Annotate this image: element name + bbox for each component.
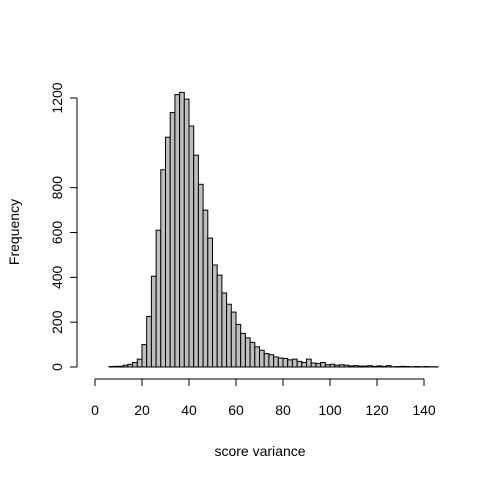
bar [244,337,251,368]
bar [226,303,232,368]
x-axis-label: score variance [214,443,305,459]
bar [362,365,369,368]
x-tick-label: 100 [318,402,342,418]
bar [310,362,317,368]
bar [348,365,354,368]
bar [207,237,214,368]
y-tick-label: 1200 [49,82,65,113]
bar [240,332,246,368]
bar [306,358,312,368]
x-tick-label: 120 [365,402,389,418]
bar [183,98,190,368]
y-tick-label: 400 [49,265,65,289]
bar [160,169,167,368]
bar [174,94,181,368]
bar [132,362,138,368]
bar [146,316,152,368]
bar [400,365,406,368]
bar [329,363,336,368]
bar [197,183,204,368]
x-tick-label: 80 [275,402,291,418]
bar [343,364,350,368]
x-tick-label: 60 [228,402,244,418]
bar [367,365,373,368]
bar [141,344,148,368]
bar [235,323,242,368]
bar [249,341,256,368]
bar [254,346,261,368]
bar [324,364,331,368]
bar [259,349,265,368]
bar [268,354,275,368]
bar [221,292,228,368]
bar [118,365,124,368]
x-tick-label: 20 [134,402,150,418]
bar [212,264,218,368]
bar [301,362,307,368]
bar [320,362,326,368]
y-tick-label: 600 [49,221,65,245]
bar [136,358,143,368]
y-tick-label: 800 [49,176,65,200]
bar [273,356,279,368]
bar [277,357,284,368]
x-tick-label: 40 [181,402,197,418]
bar [376,365,383,368]
bar [179,91,185,368]
bar [315,363,322,368]
x-tick-label: 0 [91,402,99,418]
x-tick-label: 140 [412,402,436,418]
bar [127,363,134,368]
bar [165,136,171,368]
y-axis-label: Frequency [6,199,22,265]
y-tick-label: 0 [49,363,65,371]
bar [193,154,199,368]
bar [334,364,340,368]
bar [371,365,378,368]
bar [338,364,345,368]
bar [230,311,237,368]
bar [150,275,157,368]
bar [296,360,303,368]
bar [188,125,195,368]
bar [291,358,298,368]
bar [353,365,359,368]
y-tick-label: 200 [49,310,65,334]
bar [357,365,364,368]
bar [263,353,270,368]
bar [169,112,176,368]
bar [287,359,293,368]
bar [381,365,387,368]
bar [216,274,223,368]
bar [282,357,289,368]
bar [202,209,209,368]
bar [385,365,392,368]
bar [122,364,129,368]
bar [155,229,162,368]
bar [113,365,120,368]
